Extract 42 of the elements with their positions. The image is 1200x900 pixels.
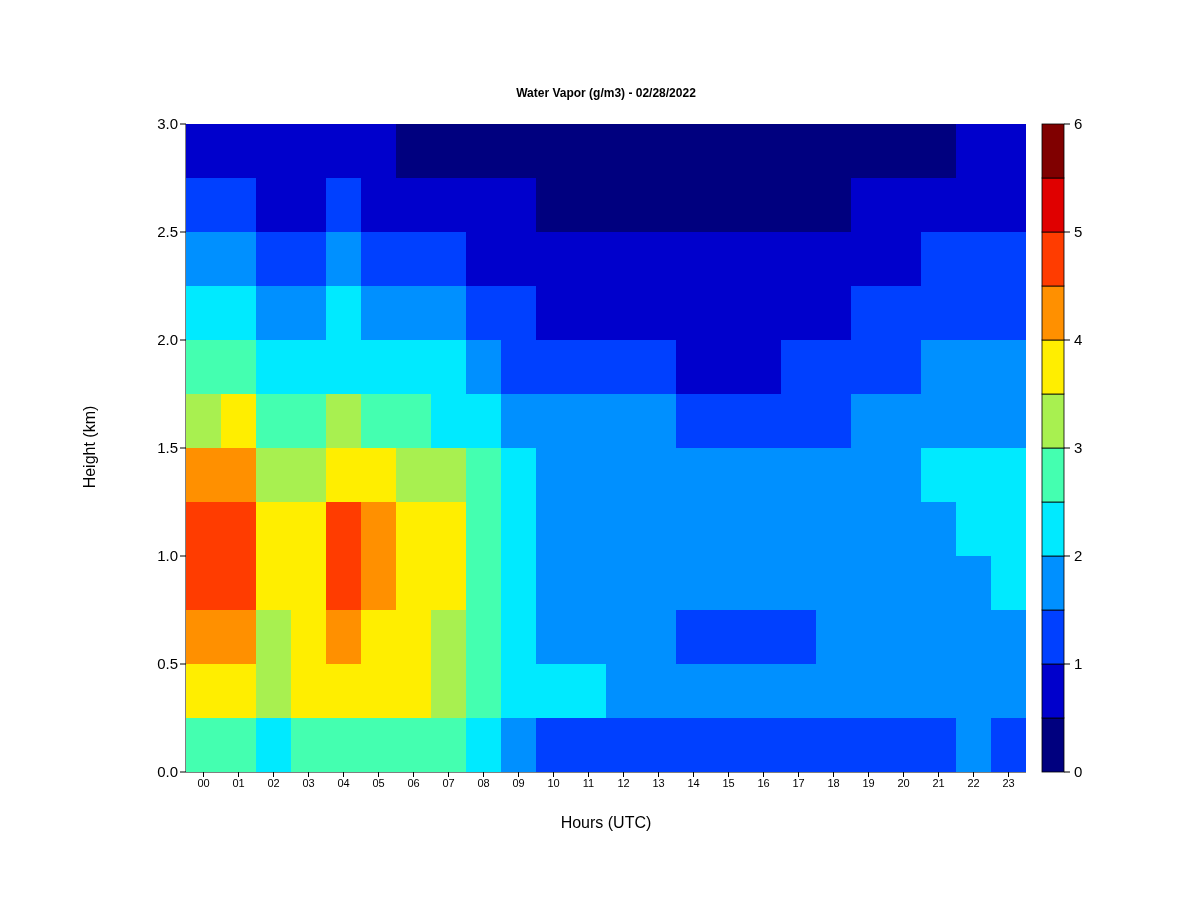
x-tick-label: 19 <box>862 776 875 789</box>
color-scale: 0 1 2 3 4 5 6 <box>1042 116 1112 780</box>
color-bar-label: 4 <box>1074 331 1083 348</box>
x-tick-label: 02 <box>267 776 280 789</box>
x-tick-label: 03 <box>302 776 315 789</box>
x-tick-label: 12 <box>617 776 630 789</box>
x-tick-label: 11 <box>582 776 595 789</box>
color-bar-label: 6 <box>1074 115 1083 132</box>
color-bar-label: 2 <box>1074 547 1083 564</box>
x-tick-label: 20 <box>897 776 910 789</box>
x-tick-label: 22 <box>967 776 980 789</box>
y-tick-label: 1.0 <box>157 547 178 565</box>
x-tick-label: 16 <box>757 776 770 789</box>
x-tick-label: 13 <box>652 776 665 789</box>
y-tick-label: 1.5 <box>157 439 178 457</box>
y-axis-title: Height (km) <box>81 404 99 491</box>
x-tick-label: 10 <box>547 776 560 789</box>
y-tick-label: 2.0 <box>157 331 178 349</box>
x-tick-label: 05 <box>372 776 385 789</box>
color-bar-label: 5 <box>1074 223 1083 240</box>
y-tick-label: 0.5 <box>157 655 178 673</box>
x-tick-label: 17 <box>792 776 805 789</box>
y-tick-label: 2.5 <box>157 223 178 241</box>
x-tick-label: 01 <box>232 776 245 789</box>
x-tick-label: 23 <box>1002 776 1015 789</box>
chart-title: Water Vapor (g/m3) - 02/28/2022 <box>515 86 697 100</box>
x-tick-label: 08 <box>477 776 490 789</box>
x-axis-title: Hours (UTC) <box>559 814 653 832</box>
x-tick-label: 14 <box>687 776 700 789</box>
y-tick-label: 3.0 <box>157 115 178 133</box>
color-bar-label: 1 <box>1074 655 1083 672</box>
y-tick-label: 0.0 <box>157 763 178 781</box>
x-tick-label: 18 <box>827 776 840 789</box>
x-tick-label: 00 <box>197 776 210 789</box>
x-tick-label: 15 <box>722 776 735 789</box>
x-tick-label: 21 <box>932 776 945 789</box>
color-bar-label: 0 <box>1074 763 1083 780</box>
x-tick-label: 09 <box>512 776 525 789</box>
color-bar-label: 3 <box>1074 439 1083 456</box>
x-tick-label: 04 <box>337 776 350 789</box>
x-tick-label: 06 <box>407 776 420 789</box>
x-tick-label: 07 <box>442 776 455 789</box>
